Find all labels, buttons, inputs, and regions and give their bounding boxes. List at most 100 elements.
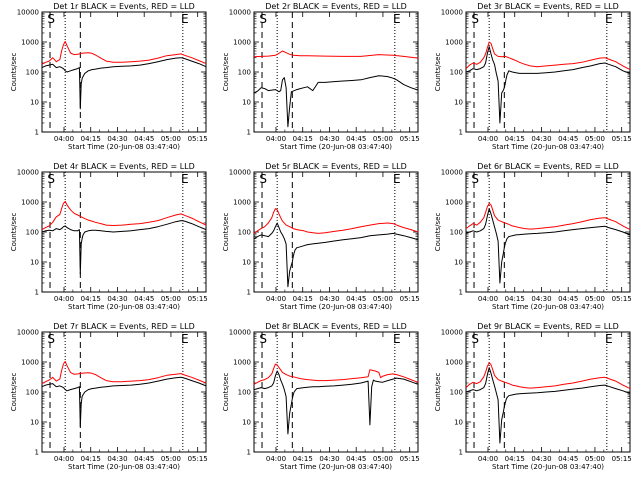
marker-label-s: S bbox=[47, 332, 55, 346]
y-axis-label: Counts/sec bbox=[434, 373, 442, 412]
plot-frame bbox=[253, 11, 419, 133]
series-lld-line bbox=[253, 50, 419, 59]
y-tick-label: 100 bbox=[450, 69, 463, 77]
x-tick-label: 05:00 bbox=[373, 295, 393, 303]
x-tick-label: 04:30 bbox=[319, 135, 339, 143]
panel-det-3r: Det 3r BLACK = Events, RED = LLD 1 10 100 10… bbox=[434, 2, 632, 151]
panel-title: Det 8r BLACK = Events, RED = LLD bbox=[265, 322, 407, 331]
y-tick-label: 1000 bbox=[445, 359, 463, 367]
y-tick-label: 10 bbox=[454, 259, 463, 267]
x-tick-label: 04:00 bbox=[54, 295, 74, 303]
x-axis-label: Start Time (20-Jun-08 03:47:40) bbox=[68, 303, 180, 311]
y-axis-label: Counts/sec bbox=[222, 53, 230, 92]
x-tick-label: 04:30 bbox=[319, 455, 339, 463]
panel-title: Det 2r BLACK = Events, RED = LLD bbox=[265, 2, 407, 11]
marker-label-s: S bbox=[47, 12, 55, 26]
y-tick-label: 1000 bbox=[445, 199, 463, 207]
y-tick-label: 1 bbox=[35, 129, 39, 137]
panel-det-7r: Det 7r BLACK = Events, RED = LLD 1 10 100 10… bbox=[10, 322, 208, 471]
x-tick-label: 04:45 bbox=[558, 135, 578, 143]
x-tick-label: 04:00 bbox=[54, 135, 74, 143]
series-events-line bbox=[41, 376, 207, 428]
plot-frame bbox=[253, 331, 419, 453]
x-tick-label: 04:00 bbox=[266, 135, 286, 143]
y-tick-label: 10000 bbox=[17, 329, 39, 337]
y-axis-label: Counts/sec bbox=[10, 213, 18, 252]
y-axis-label: Counts/sec bbox=[10, 373, 18, 412]
x-axis-label: Start Time (20-Jun-08 03:47:40) bbox=[280, 143, 392, 151]
x-tick-label: 05:00 bbox=[161, 135, 181, 143]
x-tick-label: 04:45 bbox=[346, 295, 366, 303]
x-tick-label: 04:00 bbox=[478, 135, 498, 143]
y-tick-label: 100 bbox=[238, 389, 251, 397]
x-tick-label: 04:00 bbox=[478, 295, 498, 303]
series-lld-line bbox=[253, 363, 419, 385]
y-tick-label: 10 bbox=[30, 259, 39, 267]
x-tick-label: 04:45 bbox=[558, 455, 578, 463]
y-tick-label: 10000 bbox=[441, 9, 463, 17]
marker-label-e: E bbox=[393, 172, 401, 186]
x-tick-label: 04:45 bbox=[134, 295, 154, 303]
y-tick-label: 10000 bbox=[441, 169, 463, 177]
x-tick-label: 05:15 bbox=[188, 295, 208, 303]
series-events-line bbox=[253, 222, 419, 288]
y-tick-label: 1 bbox=[247, 449, 251, 457]
y-tick-label: 100 bbox=[26, 389, 39, 397]
marker-label-e: E bbox=[181, 12, 189, 26]
marker-label-s: S bbox=[259, 172, 267, 186]
y-tick-label: 100 bbox=[450, 229, 463, 237]
y-tick-label: 1000 bbox=[233, 39, 251, 47]
x-tick-label: 05:15 bbox=[400, 295, 420, 303]
x-tick-label: 04:30 bbox=[531, 455, 551, 463]
x-tick-label: 05:15 bbox=[400, 455, 420, 463]
y-axis-label: Counts/sec bbox=[222, 213, 230, 252]
x-tick-label: 04:30 bbox=[319, 295, 339, 303]
y-axis-label: Counts/sec bbox=[434, 53, 442, 92]
x-tick-label: 04:15 bbox=[81, 135, 101, 143]
x-axis-label: Start Time (20-Jun-08 03:47:40) bbox=[280, 303, 392, 311]
x-tick-label: 04:30 bbox=[107, 455, 127, 463]
y-tick-label: 10 bbox=[454, 99, 463, 107]
x-tick-label: 05:00 bbox=[373, 455, 393, 463]
marker-label-s: S bbox=[471, 12, 479, 26]
plot-frame bbox=[465, 11, 631, 133]
x-tick-label: 05:15 bbox=[188, 135, 208, 143]
marker-label-e: E bbox=[181, 172, 189, 186]
marker-label-e: E bbox=[605, 172, 613, 186]
x-tick-label: 04:45 bbox=[134, 135, 154, 143]
x-tick-label: 04:15 bbox=[81, 295, 101, 303]
x-axis-label: Start Time (20-Jun-08 03:47:40) bbox=[492, 303, 604, 311]
x-tick-label: 04:15 bbox=[81, 455, 101, 463]
panel-title: Det 6r BLACK = Events, RED = LLD bbox=[477, 162, 619, 171]
x-tick-label: 05:15 bbox=[612, 455, 632, 463]
x-tick-label: 04:15 bbox=[505, 135, 525, 143]
y-tick-label: 1000 bbox=[21, 199, 39, 207]
x-tick-label: 04:30 bbox=[107, 295, 127, 303]
y-tick-label: 10 bbox=[242, 99, 251, 107]
panel-det-2r: Det 2r BLACK = Events, RED = LLD 1 10 100 10… bbox=[222, 2, 420, 151]
y-tick-label: 100 bbox=[238, 229, 251, 237]
x-tick-label: 04:45 bbox=[346, 135, 366, 143]
x-tick-label: 04:15 bbox=[293, 455, 313, 463]
y-tick-label: 1 bbox=[459, 289, 463, 297]
marker-label-s: S bbox=[471, 172, 479, 186]
y-tick-label: 1000 bbox=[233, 199, 251, 207]
y-tick-label: 1000 bbox=[233, 359, 251, 367]
x-tick-label: 04:30 bbox=[531, 135, 551, 143]
y-tick-label: 1000 bbox=[21, 359, 39, 367]
x-tick-label: 05:00 bbox=[161, 295, 181, 303]
series-lld-line bbox=[253, 208, 419, 234]
marker-label-s: S bbox=[259, 332, 267, 346]
series-lld-line bbox=[41, 40, 207, 65]
x-tick-label: 05:15 bbox=[400, 135, 420, 143]
series-events-line bbox=[41, 220, 207, 275]
x-tick-label: 04:00 bbox=[478, 455, 498, 463]
panel-title: Det 4r BLACK = Events, RED = LLD bbox=[53, 162, 195, 171]
y-tick-label: 100 bbox=[238, 69, 251, 77]
series-lld-line bbox=[41, 200, 207, 231]
x-tick-label: 05:00 bbox=[585, 135, 605, 143]
y-tick-label: 10000 bbox=[229, 9, 251, 17]
series-events-line bbox=[465, 367, 631, 444]
y-axis-label: Counts/sec bbox=[222, 373, 230, 412]
y-tick-label: 10 bbox=[454, 419, 463, 427]
